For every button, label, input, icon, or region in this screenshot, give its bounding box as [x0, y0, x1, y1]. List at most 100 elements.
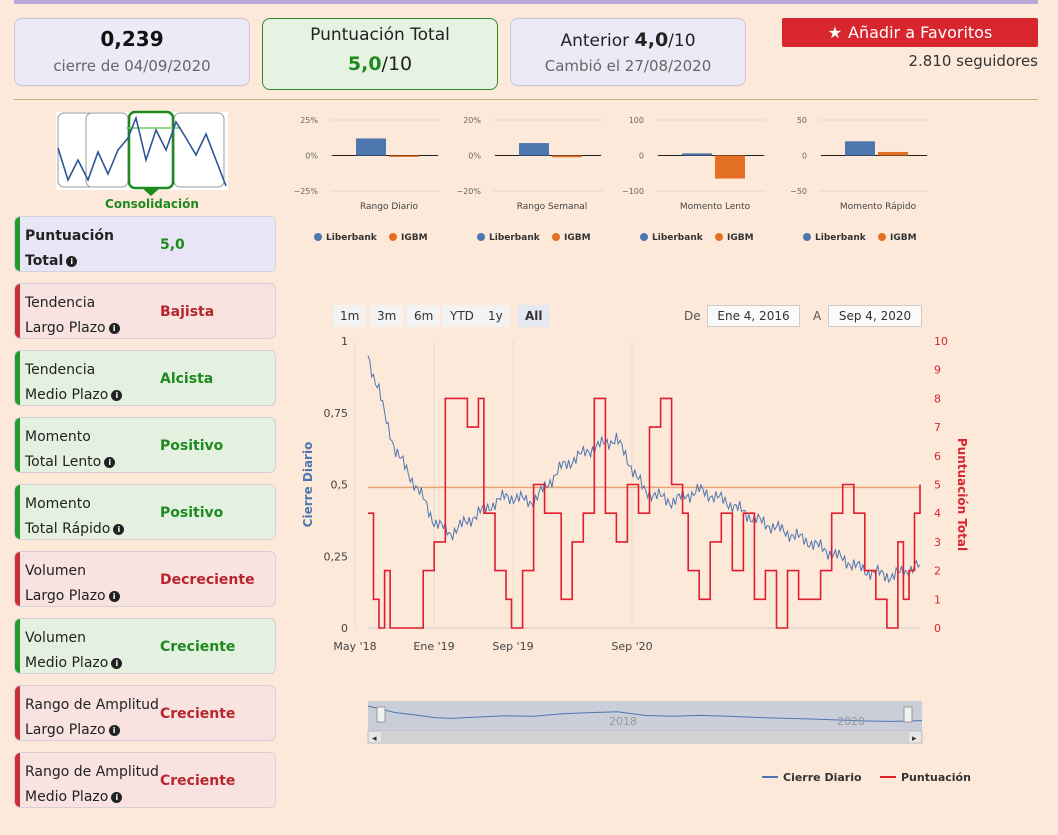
info-icon[interactable]: i	[111, 389, 123, 401]
mini-chart: 25% 0% −25% Rango Diario Liberbank IGBM	[294, 116, 440, 243]
info-icon[interactable]: i	[111, 657, 123, 669]
metric-value: Positivo	[160, 438, 224, 454]
previous-score-card: Anterior 4,0/10 Cambió el 27/08/2020	[510, 18, 746, 86]
metric-label-line2: Total Lento i	[25, 450, 167, 475]
mini-ytick-label: 25%	[300, 116, 318, 125]
info-icon[interactable]: i	[66, 255, 78, 267]
metric-label-line2-text: Medio Plazo	[25, 655, 109, 671]
navigator-handle-left[interactable]	[376, 706, 386, 723]
close-value: 0,239	[100, 27, 164, 51]
metric-label: Puntuación Total i	[25, 224, 167, 274]
date-to-label: A	[813, 309, 822, 323]
navigator-handle-right[interactable]	[903, 706, 913, 723]
metric-label-line2: Total Rápido i	[25, 517, 167, 542]
mini-ytick-label: 100	[629, 116, 644, 125]
legend-igbm-marker	[878, 233, 886, 241]
metric-label-line1: Momento	[25, 429, 91, 445]
legend-igbm-marker	[715, 233, 723, 241]
mini-ytick-label: 50	[797, 116, 807, 125]
mini-ytick-label: −25%	[294, 187, 319, 196]
info-icon[interactable]: i	[108, 322, 120, 334]
metric-card: Momento Total Lento i Positivo	[14, 417, 276, 473]
metric-label-line2: Largo Plazo i	[25, 316, 167, 341]
legend-liberbank-marker	[477, 233, 485, 241]
legend-igbm-label[interactable]: IGBM	[401, 233, 428, 243]
y-right-tick-label: 4	[934, 507, 941, 520]
metric-value: Bajista	[160, 304, 215, 320]
close-date: cierre de 04/09/2020	[53, 57, 211, 75]
total-score-value: 5,0	[347, 53, 382, 75]
legend-cierre-label[interactable]: Cierre Diario	[783, 771, 862, 784]
mini-bar-igbm	[552, 155, 582, 158]
metric-status-bar	[15, 753, 20, 807]
info-icon[interactable]: i	[108, 724, 120, 736]
legend-liberbank-label[interactable]: Liberbank	[326, 233, 378, 243]
mini-ytick-label: 0%	[305, 152, 318, 161]
metric-status-bar	[15, 351, 20, 405]
metric-card: Rango de Amplitud Medio Plazo i Creciente	[14, 752, 276, 808]
metric-label-line1: Rango de Amplitud	[25, 764, 159, 780]
metric-status-bar	[15, 686, 20, 740]
y-right-tick-label: 7	[934, 421, 941, 434]
metric-label-line2: Largo Plazo i	[25, 584, 167, 609]
metric-label: Rango de Amplitud Largo Plazo i	[25, 693, 167, 743]
legend-liberbank-label[interactable]: Liberbank	[815, 233, 867, 243]
range-button-1y[interactable]: 1y	[481, 305, 510, 327]
legend-igbm-label[interactable]: IGBM	[727, 233, 754, 243]
legend-igbm-label[interactable]: IGBM	[890, 233, 917, 243]
range-button-6m[interactable]: 6m	[407, 305, 441, 327]
y-right-axis-title: Puntuación Total	[955, 438, 969, 551]
mini-bar-igbm	[715, 155, 745, 179]
date-from-label: De	[684, 309, 701, 323]
legend-igbm-label[interactable]: IGBM	[564, 233, 591, 243]
info-icon[interactable]: i	[108, 590, 120, 602]
metric-card: Volumen Medio Plazo i Creciente	[14, 618, 276, 674]
mini-ytick-label: 0%	[468, 152, 481, 161]
metric-value: Creciente	[160, 773, 236, 789]
legend-liberbank-label[interactable]: Liberbank	[652, 233, 704, 243]
legend-puntuacion-label[interactable]: Puntuación	[901, 771, 971, 784]
range-button-3m[interactable]: 3m	[370, 305, 404, 327]
y-left-tick-label: 1	[341, 335, 348, 348]
info-icon[interactable]: i	[111, 791, 123, 803]
mini-ytick-label: −20%	[457, 187, 482, 196]
mini-bar-igbm	[389, 155, 419, 157]
mini-ytick-label: 0	[802, 152, 807, 161]
y-left-tick-label: 0	[341, 622, 348, 635]
range-button-ytd[interactable]: YTD	[443, 305, 481, 327]
date-from-input[interactable]	[707, 305, 800, 327]
metric-label: Momento Total Rápido i	[25, 492, 167, 542]
navigator-scrollbar-thumb[interactable]	[381, 732, 909, 742]
y-left-axis-title: Cierre Diario	[301, 442, 315, 528]
info-icon[interactable]: i	[113, 523, 125, 535]
metric-label-line2-text: Medio Plazo	[25, 387, 109, 403]
mini-ytick-label: 0	[639, 152, 644, 161]
pattern-frame-2	[85, 112, 129, 188]
range-button-all[interactable]: All	[518, 305, 550, 327]
legend-liberbank-label[interactable]: Liberbank	[489, 233, 541, 243]
add-favorites-button[interactable]: ★ Añadir a Favoritos	[782, 18, 1038, 47]
metric-label-line1: Tendencia	[25, 295, 96, 311]
date-to-input[interactable]	[828, 305, 922, 327]
navigator-series	[367, 705, 923, 722]
y-right-tick-label: 1	[934, 593, 941, 606]
scroll-right-arrow-icon[interactable]: ▸	[912, 734, 917, 744]
mini-bar-charts: 25% 0% −25% Rango Diario Liberbank IGBM 20% 0% −…	[294, 116, 929, 243]
followers-count: 2.810 seguidores	[908, 52, 1038, 70]
navigator[interactable]: 2018 2020 ◂ ▸	[367, 701, 923, 744]
metric-label-line2-text: Largo Plazo	[25, 588, 106, 604]
total-score-title: Puntuación Total	[310, 25, 450, 45]
metric-status-bar	[15, 284, 20, 338]
metric-value: Creciente	[160, 639, 236, 655]
range-button-1m[interactable]: 1m	[333, 305, 367, 327]
metric-card: Volumen Largo Plazo i Decreciente	[14, 551, 276, 607]
mini-bar-liberbank	[519, 143, 549, 156]
legend-igbm-marker	[552, 233, 560, 241]
scroll-left-arrow-icon[interactable]: ◂	[372, 734, 377, 744]
metric-value: Decreciente	[160, 572, 255, 588]
info-icon[interactable]: i	[104, 456, 116, 468]
previous-score-line: Anterior 4,0/10	[511, 29, 745, 51]
pattern-thumbnail[interactable]	[56, 110, 228, 196]
